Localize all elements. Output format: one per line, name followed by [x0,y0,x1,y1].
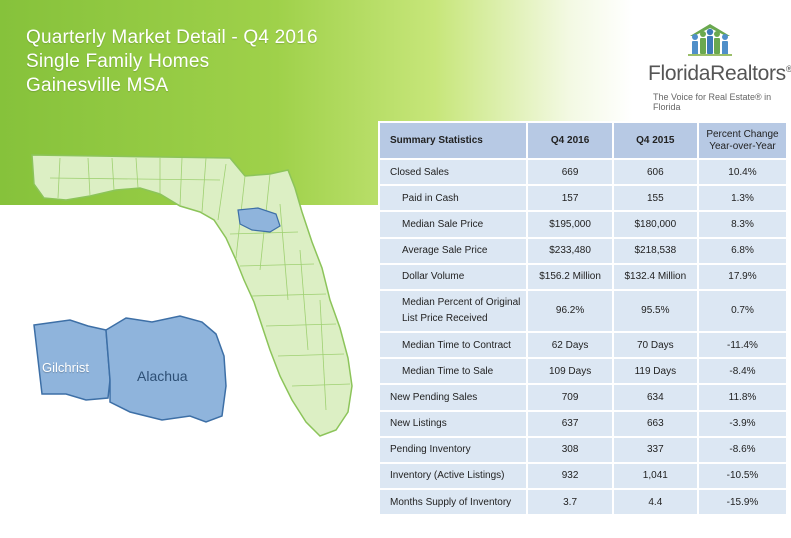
cell-q4-2015: $132.4 Million [613,264,697,289]
row-label: Paid in Cash [380,186,527,211]
cell-q4-2015: 337 [613,437,697,462]
alachua-county-shape [105,315,227,423]
cell-pct-change: 11.8% [698,385,786,410]
table-row: Months Supply of Inventory 3.7 4.4 -15.9… [380,490,786,515]
table-row: Paid in Cash 157 155 1.3% [380,186,786,211]
region-label-gilchrist: Gilchrist [42,360,89,375]
row-label: New Pending Sales [380,385,527,410]
table-row: Dollar Volume $156.2 Million $132.4 Mill… [380,264,786,289]
cell-q4-2015: 119 Days [613,359,697,384]
table-row: Median Percent of Original List Price Re… [380,290,786,331]
cell-pct-change: 0.7% [698,290,786,331]
row-label: Months Supply of Inventory [380,490,527,515]
row-label: Median Sale Price [380,212,527,237]
cell-q4-2016: 308 [528,437,612,462]
cell-q4-2016: 3.7 [528,490,612,515]
cell-q4-2016: 709 [528,385,612,410]
row-label: New Listings [380,411,527,436]
header-summary-statistics: Summary Statistics [380,123,527,158]
cell-pct-change: 6.8% [698,238,786,263]
cell-pct-change: 1.3% [698,186,786,211]
cell-q4-2016: 669 [528,160,612,185]
cell-q4-2015: 663 [613,411,697,436]
cell-q4-2015: 95.5% [613,290,697,331]
people-house-icon [688,24,732,56]
cell-q4-2016: $156.2 Million [528,264,612,289]
row-label: Median Time to Contract [380,332,527,358]
header-q4-2016: Q4 2016 [528,123,612,158]
cell-q4-2016: 637 [528,411,612,436]
cell-pct-change: -8.4% [698,359,786,384]
table-row: Inventory (Active Listings) 932 1,041 -1… [380,463,786,489]
cell-q4-2016: $233,480 [528,238,612,263]
table-row: New Listings 637 663 -3.9% [380,411,786,436]
table-row: Average Sale Price $233,480 $218,538 6.8… [380,238,786,263]
logo-tagline: The Voice for Real Estate® in Florida [653,92,772,112]
cell-q4-2016: $195,000 [528,212,612,237]
cell-q4-2016: 96.2% [528,290,612,331]
header-percent-change: Percent Change Year-over-Year [698,123,786,158]
cell-q4-2015: 70 Days [613,332,697,358]
title-line-1: Quarterly Market Detail - Q4 2016 [26,27,318,48]
gilchrist-county-shape [33,319,111,401]
cell-pct-change: 10.4% [698,160,786,185]
row-label: Average Sale Price [380,238,527,263]
florida-map [31,154,353,437]
region-label-alachua: Alachua [137,368,188,384]
row-label: Median Time to Sale [380,359,527,384]
cell-q4-2015: 155 [613,186,697,211]
table-row: Median Time to Sale 109 Days 119 Days -8… [380,359,786,384]
table-row: Pending Inventory 308 337 -8.6% [380,437,786,462]
table-row: New Pending Sales 709 634 11.8% [380,385,786,410]
title-line-3: Gainesville MSA [26,75,169,96]
row-label: Closed Sales [380,160,527,185]
cell-q4-2016: 157 [528,186,612,211]
row-label: Dollar Volume [380,264,527,289]
title-line-2: Single Family Homes [26,51,210,72]
table-header-row: Summary Statistics Q4 2016 Q4 2015 Perce… [380,123,786,158]
row-label: Pending Inventory [380,437,527,462]
row-label: Inventory (Active Listings) [380,463,527,489]
cell-q4-2016: 109 Days [528,359,612,384]
cell-q4-2015: 4.4 [613,490,697,515]
logo-wordmark: FloridaRealtors® [648,62,791,85]
cell-pct-change: -3.9% [698,411,786,436]
cell-pct-change: -10.5% [698,463,786,489]
cell-pct-change: -11.4% [698,332,786,358]
cell-q4-2015: 1,041 [613,463,697,489]
row-label: Median Percent of Original List Price Re… [380,290,527,331]
cell-q4-2016: 62 Days [528,332,612,358]
cell-q4-2015: 634 [613,385,697,410]
summary-statistics-table: Summary Statistics Q4 2016 Q4 2015 Perce… [378,121,788,517]
table-row: Closed Sales 669 606 10.4% [380,160,786,185]
gainesville-msa-highlight [237,207,281,233]
cell-q4-2015: $218,538 [613,238,697,263]
cell-q4-2015: 606 [613,160,697,185]
cell-pct-change: 8.3% [698,212,786,237]
header-q4-2015: Q4 2015 [613,123,697,158]
cell-pct-change: -15.9% [698,490,786,515]
cell-pct-change: -8.6% [698,437,786,462]
cell-q4-2015: $180,000 [613,212,697,237]
cell-q4-2016: 932 [528,463,612,489]
cell-pct-change: 17.9% [698,264,786,289]
report-title: Quarterly Market Detail - Q4 2016 Single… [26,26,318,98]
table-row: Median Time to Contract 62 Days 70 Days … [380,332,786,358]
table-row: Median Sale Price $195,000 $180,000 8.3% [380,212,786,237]
